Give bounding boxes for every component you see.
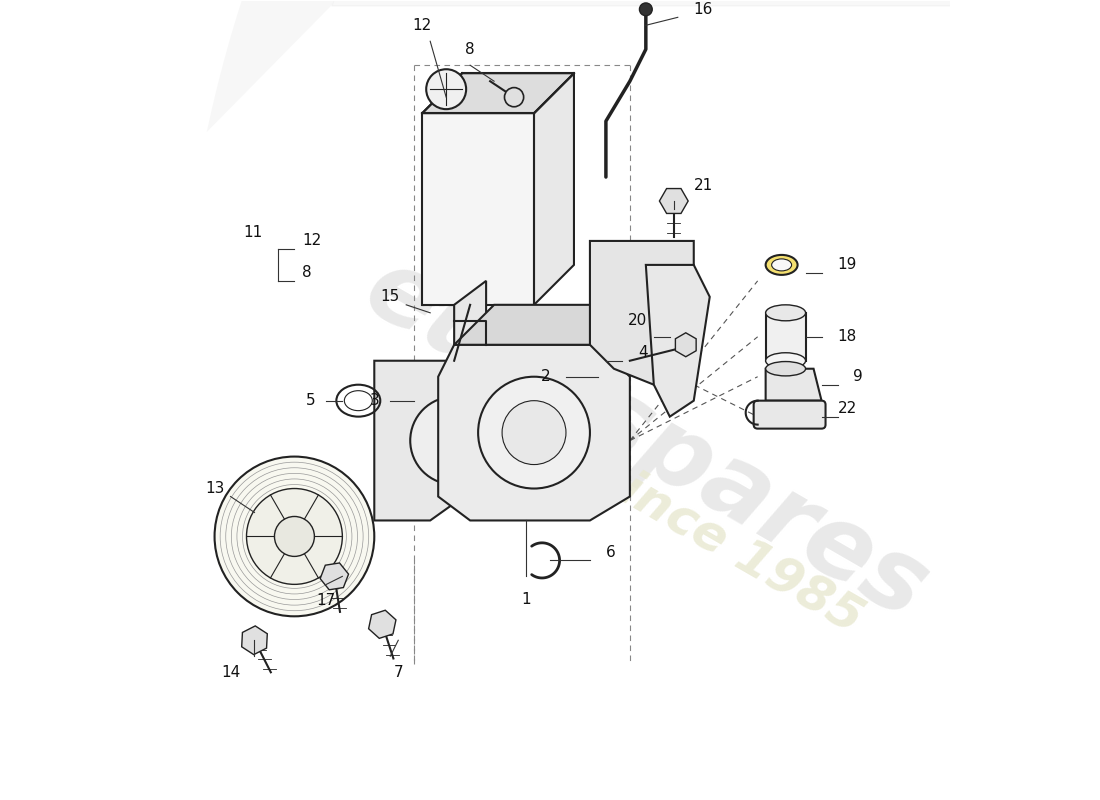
Text: 3: 3 bbox=[370, 393, 379, 408]
Text: 12: 12 bbox=[412, 18, 432, 33]
Polygon shape bbox=[368, 610, 396, 638]
Text: 11: 11 bbox=[243, 226, 263, 241]
Polygon shape bbox=[422, 113, 534, 305]
Circle shape bbox=[639, 3, 652, 16]
Polygon shape bbox=[454, 305, 670, 345]
Circle shape bbox=[502, 401, 566, 465]
Text: 15: 15 bbox=[381, 290, 400, 304]
Ellipse shape bbox=[766, 353, 805, 369]
Text: Since 1985: Since 1985 bbox=[580, 446, 871, 642]
Polygon shape bbox=[590, 241, 694, 385]
Polygon shape bbox=[422, 74, 574, 113]
Polygon shape bbox=[766, 313, 805, 361]
Polygon shape bbox=[659, 189, 689, 214]
Circle shape bbox=[246, 489, 342, 584]
Text: 5: 5 bbox=[306, 393, 316, 408]
Circle shape bbox=[478, 377, 590, 489]
Text: 20: 20 bbox=[628, 314, 648, 328]
Text: 18: 18 bbox=[837, 330, 857, 344]
Circle shape bbox=[214, 457, 374, 616]
Ellipse shape bbox=[766, 255, 797, 275]
Text: 14: 14 bbox=[221, 665, 240, 680]
Ellipse shape bbox=[766, 362, 805, 376]
Circle shape bbox=[426, 70, 466, 109]
Text: 19: 19 bbox=[837, 258, 857, 272]
Text: 12: 12 bbox=[302, 234, 321, 249]
Polygon shape bbox=[207, 0, 1100, 132]
Polygon shape bbox=[242, 626, 267, 654]
Text: 4: 4 bbox=[638, 346, 648, 360]
Text: 8: 8 bbox=[302, 266, 312, 280]
Text: eurospares: eurospares bbox=[348, 241, 944, 641]
Polygon shape bbox=[766, 369, 822, 401]
Circle shape bbox=[410, 397, 498, 485]
FancyBboxPatch shape bbox=[754, 401, 825, 429]
Text: 1: 1 bbox=[521, 592, 531, 607]
Polygon shape bbox=[646, 265, 710, 417]
Text: 2: 2 bbox=[540, 370, 550, 384]
Ellipse shape bbox=[771, 259, 792, 271]
Text: 8: 8 bbox=[465, 42, 475, 57]
Polygon shape bbox=[438, 345, 630, 521]
Text: 21: 21 bbox=[694, 178, 713, 193]
Text: 16: 16 bbox=[694, 2, 713, 17]
Text: 9: 9 bbox=[854, 370, 864, 384]
Polygon shape bbox=[320, 563, 349, 590]
Text: 13: 13 bbox=[205, 481, 224, 496]
Polygon shape bbox=[374, 281, 486, 521]
Polygon shape bbox=[534, 74, 574, 305]
Text: 7: 7 bbox=[394, 665, 403, 680]
Text: 22: 22 bbox=[837, 401, 857, 416]
Text: 6: 6 bbox=[606, 545, 616, 560]
Circle shape bbox=[505, 87, 524, 106]
Ellipse shape bbox=[766, 305, 805, 321]
Circle shape bbox=[275, 517, 315, 557]
Text: 17: 17 bbox=[317, 593, 336, 608]
